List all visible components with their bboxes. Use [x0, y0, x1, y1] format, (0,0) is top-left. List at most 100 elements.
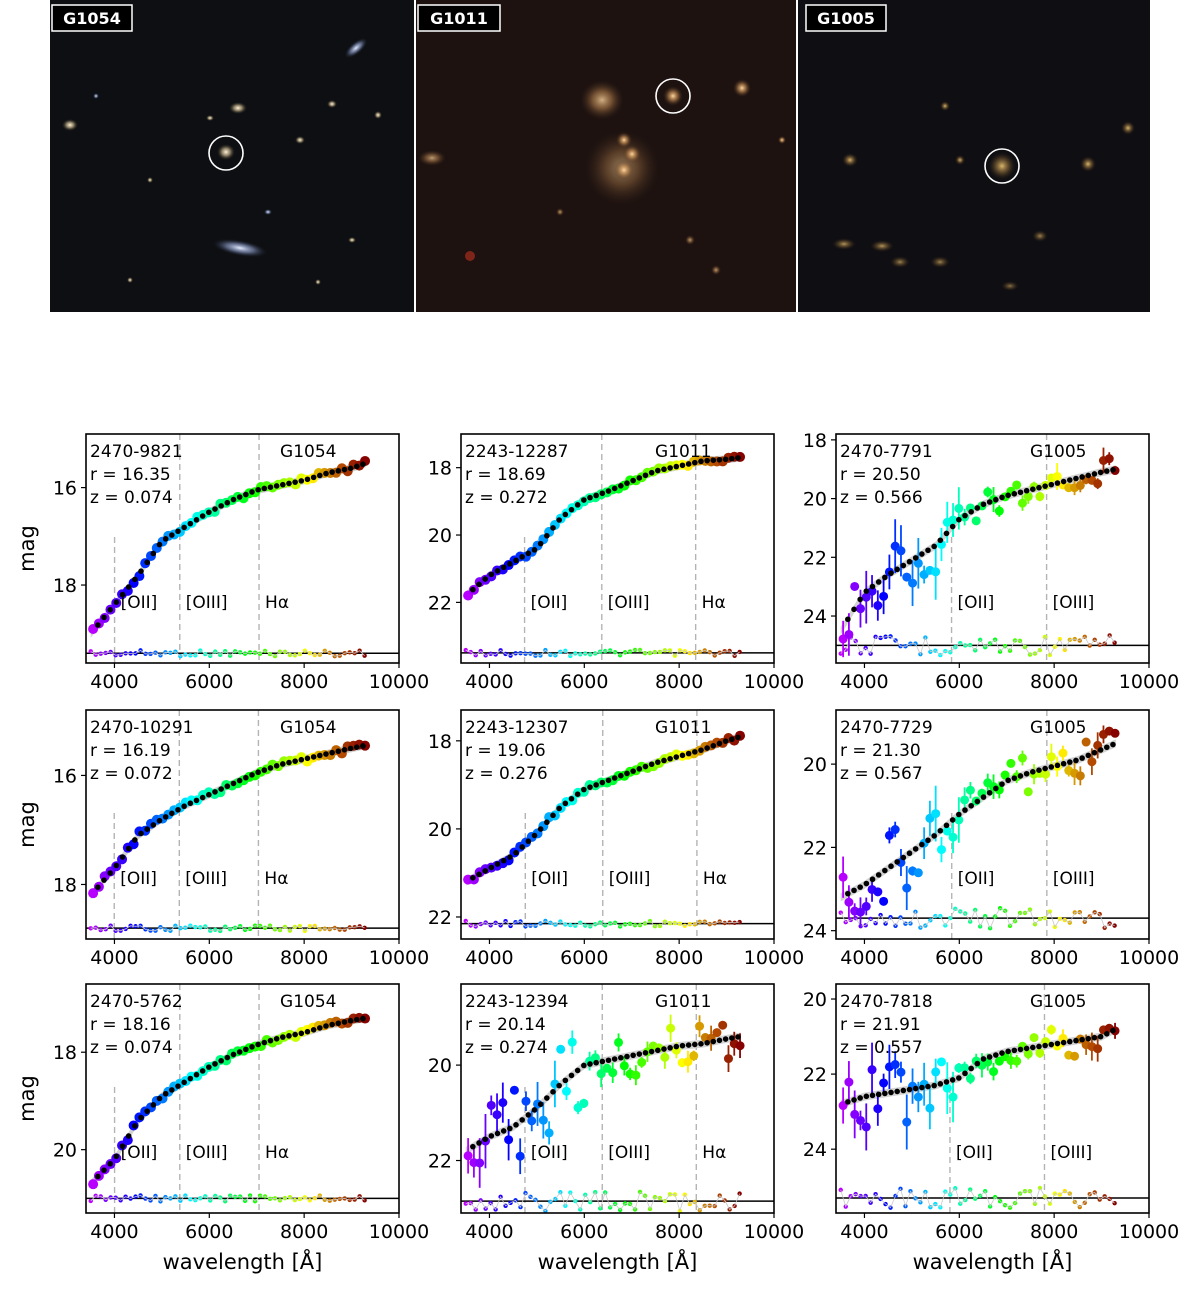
- photometry-point: [486, 1100, 496, 1110]
- model-point: [937, 827, 944, 834]
- model-point: [310, 1027, 317, 1033]
- model-point: [347, 1017, 354, 1024]
- model-point: [956, 516, 962, 523]
- model-point: [1110, 741, 1116, 748]
- model-point: [537, 826, 544, 832]
- photometry-point: [896, 1067, 906, 1077]
- model-point: [679, 462, 686, 469]
- y-tick-label: 20: [803, 489, 827, 511]
- model-point: [574, 502, 581, 508]
- model-point: [863, 1093, 870, 1100]
- model-point: [187, 800, 194, 807]
- model-point: [642, 1049, 649, 1056]
- y-axis-label: mag: [15, 525, 39, 572]
- model-point: [875, 872, 882, 878]
- photometry-point: [492, 1110, 502, 1120]
- model-point: [574, 1067, 581, 1074]
- model-point: [544, 532, 550, 539]
- line-label: [OII]: [956, 1143, 993, 1163]
- model-point: [1085, 1035, 1092, 1042]
- model-point: [851, 606, 857, 613]
- plot-area: [86, 984, 399, 1213]
- model-point: [519, 554, 525, 560]
- x-tick-label: 4000: [840, 671, 888, 693]
- image-label-box: [51, 4, 133, 32]
- r-magnitude: r = 21.30: [840, 741, 921, 761]
- model-point: [310, 474, 317, 481]
- x-tick-label: 4000: [465, 1221, 513, 1243]
- y-tick-label: 22: [803, 1064, 827, 1086]
- line-label: [OII]: [121, 593, 158, 613]
- residual-trace: [90, 925, 365, 932]
- model-point: [323, 1023, 329, 1029]
- model-point: [1017, 489, 1024, 496]
- model-point: [636, 475, 643, 481]
- model-point: [1036, 484, 1042, 491]
- model-point: [347, 745, 354, 752]
- line-label: [OIII]: [1053, 593, 1095, 613]
- model-point: [482, 1136, 488, 1143]
- image-label: G1011: [430, 9, 488, 28]
- model-point: [685, 461, 692, 467]
- axes-frame: [460, 433, 775, 664]
- model-point: [519, 1117, 525, 1123]
- x-tick-label: 8000: [655, 947, 703, 969]
- model-point: [857, 1095, 863, 1101]
- photometry-point: [861, 1122, 871, 1132]
- model-point: [537, 1101, 544, 1108]
- object-id: 2470-7729: [840, 718, 933, 738]
- model-point: [323, 751, 329, 757]
- photometry-point: [948, 832, 958, 842]
- model-point: [107, 1160, 113, 1167]
- model-point: [685, 1042, 692, 1048]
- residual-point: [737, 919, 742, 925]
- model-point: [642, 472, 649, 479]
- line-label: [OIII]: [608, 1143, 650, 1163]
- model-point: [667, 755, 673, 762]
- model-point: [698, 747, 704, 753]
- model-point: [993, 785, 999, 792]
- target-circle: [984, 148, 1020, 184]
- redshift: z = 0.074: [90, 1038, 173, 1058]
- x-tick-label: 10000: [744, 1221, 804, 1243]
- group-name: G1011: [655, 718, 711, 738]
- photometry-point: [538, 1115, 548, 1125]
- x-tick-label: 8000: [655, 671, 703, 693]
- x-tick-label: 8000: [655, 1221, 703, 1243]
- model-point: [562, 800, 569, 807]
- line-label: [OIII]: [609, 869, 651, 889]
- model-point: [1079, 474, 1085, 480]
- model-point: [125, 1133, 132, 1139]
- photometry-point: [1087, 757, 1097, 767]
- model-point: [175, 806, 181, 813]
- model-point: [255, 1041, 261, 1048]
- r-magnitude: r = 16.35: [90, 465, 171, 485]
- model-point: [1103, 744, 1110, 751]
- photometry-point: [902, 572, 912, 582]
- y-tick-label: 18: [803, 430, 827, 452]
- model-point: [286, 480, 292, 487]
- model-point: [280, 481, 286, 488]
- model-point: [1085, 752, 1092, 759]
- x-tick-label: 10000: [369, 671, 429, 693]
- y-tick-label: 18: [53, 874, 77, 896]
- model-point: [113, 599, 120, 605]
- model-point: [335, 468, 342, 474]
- photometry-point: [936, 845, 946, 855]
- model-point: [494, 568, 501, 574]
- line-label: [OIII]: [608, 593, 650, 613]
- photometry-point: [88, 888, 99, 899]
- model-point: [888, 570, 894, 576]
- model-point: [587, 1061, 593, 1067]
- photometry-point: [637, 1057, 647, 1067]
- photometry-point: [879, 896, 889, 906]
- model-point: [888, 863, 894, 870]
- photometry-point: [879, 591, 889, 601]
- model-point: [550, 1089, 556, 1095]
- model-point: [255, 486, 261, 493]
- x-tick-label: 8000: [280, 947, 328, 969]
- model-point: [630, 1052, 636, 1059]
- plot-area: [86, 434, 399, 663]
- model-point: [1005, 777, 1011, 784]
- model-point: [175, 1083, 181, 1089]
